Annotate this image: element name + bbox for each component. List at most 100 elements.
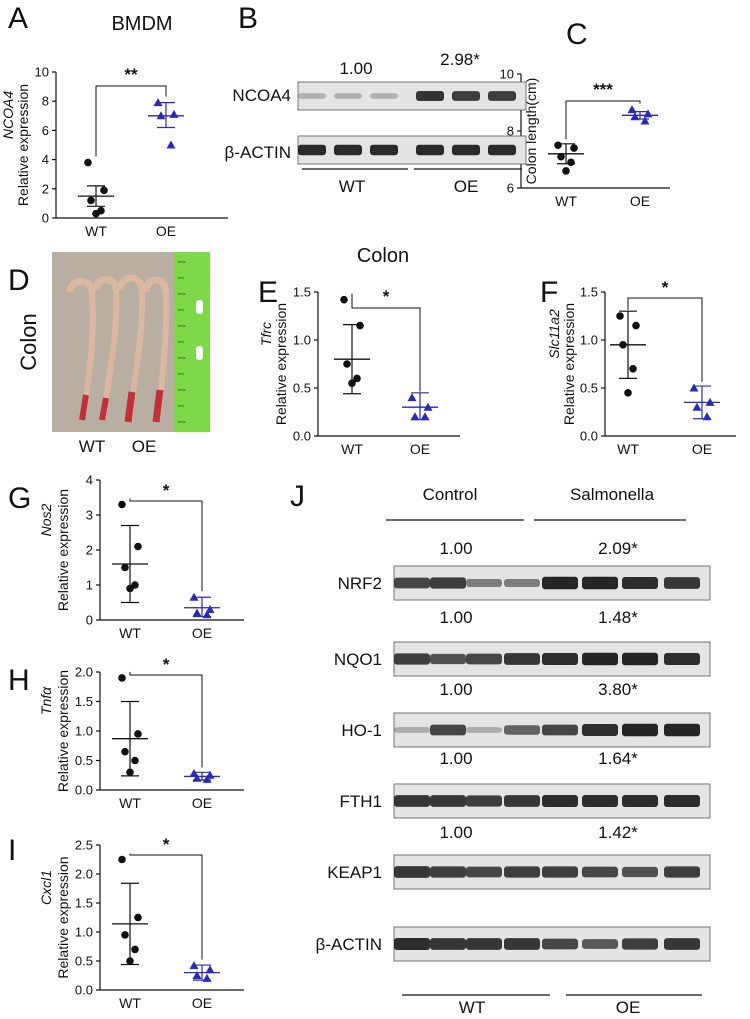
blot-j-row-label-0: NRF2	[338, 574, 382, 593]
y-tick-label-a: 8	[42, 94, 49, 109]
data-point-oe-a	[169, 109, 179, 118]
blot-j-value-salmonella-4: 1.42*	[598, 823, 638, 842]
blot-j-band	[466, 578, 502, 588]
blot-b-band	[488, 144, 516, 156]
x-category-i-wt: WT	[119, 995, 141, 1011]
blot-j-band	[430, 938, 466, 950]
blot-j-band	[664, 652, 700, 666]
significance-marker-i: *	[163, 835, 170, 854]
ruler-ticks	[178, 261, 203, 423]
data-point-wt-i	[126, 957, 134, 965]
blot-b-band	[334, 93, 362, 99]
y-axis-gene-a: NCOA4	[0, 91, 16, 139]
colon-photo: Colon WT OE	[16, 252, 210, 456]
data-point-oe-e	[407, 393, 417, 402]
blot-j-band	[504, 725, 540, 735]
data-point-oe-a	[166, 140, 176, 149]
blot-j-band	[394, 727, 430, 733]
blot-j-band	[582, 576, 618, 590]
panel-label-i: I	[8, 834, 16, 867]
y-tick-label-e: 0.0	[293, 429, 311, 444]
chart-title-e: Colon	[357, 245, 409, 267]
data-point-wt-f	[616, 312, 624, 320]
data-point-oe-f	[692, 402, 702, 411]
y-axis-gene-e: Tfrc	[258, 322, 274, 346]
y-tick-label-a: 6	[42, 123, 49, 138]
data-point-oe-h	[192, 773, 202, 782]
y-tick-label-i: 1.5	[75, 896, 93, 911]
y-tick-label-f: 0.5	[580, 381, 598, 396]
blot-j-band	[504, 578, 540, 588]
blot-j-band	[466, 795, 502, 807]
y-tick-label-a: 4	[42, 152, 49, 167]
blot-b-band	[334, 144, 362, 156]
data-point-wt-f	[619, 341, 627, 349]
y-tick-label-h: 2.0	[75, 665, 93, 680]
significance-bracket-c	[565, 100, 641, 140]
data-point-oe-f	[705, 397, 715, 406]
data-point-wt-c	[557, 152, 565, 161]
y-tick-label-f: 1.5	[580, 285, 598, 300]
blot-b-band	[370, 144, 398, 156]
data-point-wt-e	[340, 295, 348, 304]
blot-j-band	[664, 938, 700, 950]
y-axis-title-g: Relative expression	[55, 489, 71, 611]
blot-j-band	[504, 795, 540, 807]
data-point-oe-a	[153, 98, 163, 107]
data-point-oe-i	[202, 973, 212, 982]
data-point-oe-c	[627, 105, 637, 114]
data-point-oe-f	[702, 412, 712, 421]
blot-b-band	[416, 90, 444, 102]
y-tick-label-i: 0.5	[75, 954, 93, 969]
blot-j-value-salmonella-3: 1.64*	[598, 749, 638, 768]
significance-marker-e: *	[383, 287, 390, 306]
data-point-wt-g	[121, 563, 129, 572]
x-category-e-wt: WT	[341, 441, 363, 457]
data-point-wt-a	[87, 196, 95, 205]
data-point-wt-h	[131, 756, 139, 765]
x-category-a-wt: WT	[85, 223, 107, 239]
data-point-wt-i	[131, 945, 139, 954]
data-point-wt-i	[134, 913, 142, 922]
panel-label-e: E	[258, 276, 278, 309]
y-axis-title-e: Relative expression	[273, 303, 289, 425]
y-tick-label-h: 1.0	[75, 724, 93, 739]
blot-b-band	[452, 91, 480, 101]
blot-j-band	[664, 577, 700, 589]
blot-b-band	[298, 93, 326, 99]
blot-j-band	[542, 938, 578, 950]
blot-j-band	[430, 724, 466, 736]
panel-label-c: C	[566, 18, 588, 51]
blot-j-band	[466, 938, 502, 950]
blot-j-band	[664, 794, 700, 808]
x-category-i-oe: OE	[192, 995, 212, 1011]
data-point-oe-c	[643, 109, 653, 118]
significance-marker-g: *	[163, 481, 170, 500]
blot-j-band	[430, 795, 466, 807]
blot-j-band	[542, 652, 578, 666]
data-point-oe-i	[192, 971, 202, 979]
y-tick-label-g: 0	[86, 613, 93, 628]
blot-j-group-oe: OE	[616, 998, 641, 1017]
blot-j-band	[664, 723, 700, 737]
blot-j-band	[622, 866, 658, 878]
y-tick-label-g: 4	[86, 473, 93, 488]
y-axis-title-c: Colon length(cm)	[523, 78, 539, 185]
y-tick-label-i: 0.0	[75, 983, 93, 998]
data-point-wt-a	[84, 158, 92, 167]
blot-j-band	[582, 866, 618, 878]
x-category-h-wt: WT	[119, 795, 141, 811]
data-point-oe-g	[192, 608, 202, 617]
blot-j-value-control-3: 1.00	[439, 749, 472, 768]
blot-b-band	[298, 144, 326, 156]
y-axis-title-i: Relative expression	[55, 856, 71, 978]
significance-bracket-a	[95, 85, 167, 157]
blot-j-value-control-0: 1.00	[439, 539, 472, 558]
data-point-oe-g	[189, 592, 199, 601]
blot-j-row-label-3: FTH1	[340, 792, 383, 811]
data-point-oe-e	[420, 412, 430, 421]
significance-bracket-g	[129, 498, 203, 592]
data-point-oe-e	[423, 402, 433, 411]
